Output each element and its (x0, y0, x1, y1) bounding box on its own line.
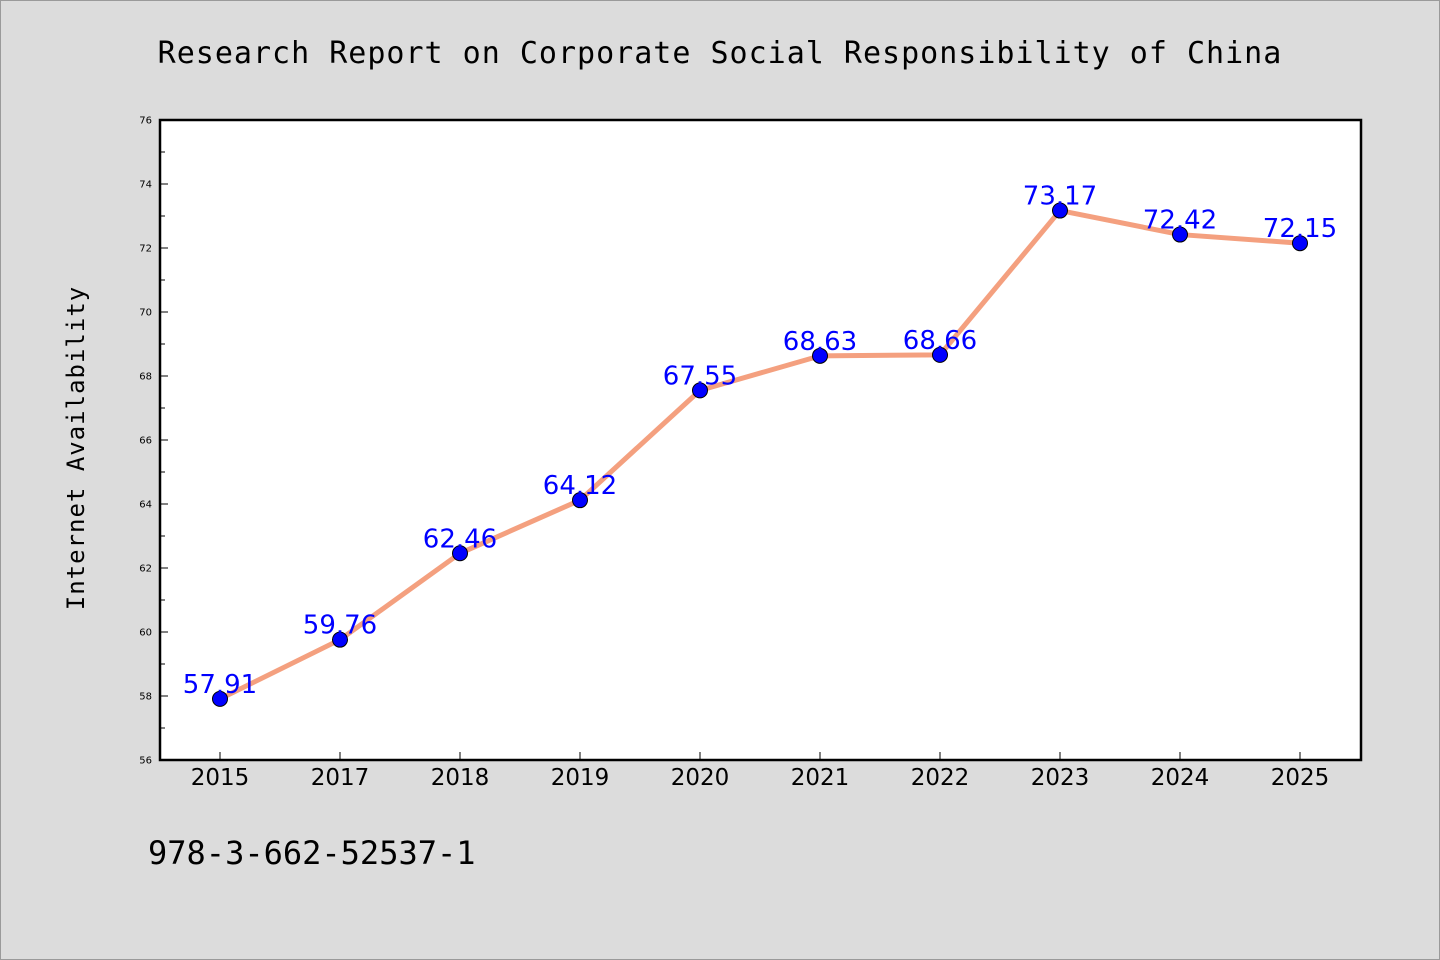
y-axis: 56 58 60 62 64 66 68 70 72 74 76 (139, 116, 168, 767)
y-tick-label: 58 (139, 692, 152, 703)
data-label: 67.55 (663, 361, 737, 391)
y-tick-label: 56 (139, 756, 152, 767)
data-label: 68.66 (903, 326, 977, 356)
data-point (1172, 226, 1188, 243)
x-tick-label: 2024 (1151, 765, 1210, 791)
y-tick-label: 66 (139, 436, 152, 447)
y-tick-label: 76 (139, 116, 152, 127)
x-tick-label: 2015 (191, 765, 250, 791)
x-axis: 2015 2017 2018 2019 2020 2021 2022 2023 2024 2025 (191, 752, 1330, 791)
data-point (1292, 235, 1308, 252)
footnote-isbn: 978-3-662-52537-1 (148, 834, 476, 872)
y-axis-label: Internet Availability (62, 286, 90, 610)
y-tick-label: 64 (139, 500, 152, 511)
x-tick-label: 2022 (911, 765, 970, 791)
x-tick-label: 2020 (671, 765, 730, 791)
data-point (1052, 202, 1068, 219)
data-label: 73.17 (1023, 182, 1097, 212)
data-point (452, 545, 468, 562)
data-point (332, 631, 348, 648)
data-point (692, 382, 708, 399)
y-tick-label: 72 (139, 244, 152, 255)
data-point (572, 492, 588, 509)
x-tick-label: 2025 (1271, 765, 1330, 791)
data-label: 68.63 (783, 327, 857, 357)
x-tick-label: 2019 (551, 765, 610, 791)
data-label: 59.76 (303, 611, 377, 641)
series-line (217, 208, 1303, 702)
data-label: 64.12 (543, 471, 617, 501)
x-tick-label: 2017 (311, 765, 370, 791)
y-tick-label: 70 (139, 308, 152, 319)
data-label: 72.15 (1263, 214, 1337, 244)
y-tick-label: 62 (139, 564, 152, 575)
x-tick-label: 2023 (1031, 765, 1090, 791)
data-label: 62.46 (423, 524, 497, 554)
y-tick-label: 68 (139, 372, 152, 383)
x-tick-label: 2018 (431, 765, 490, 791)
y-tick-label: 74 (139, 180, 152, 191)
data-labels-layer: 57.91 59.76 62.46 64.12 67.55 68.63 68.66 73.17… (183, 182, 1337, 700)
data-point (812, 347, 828, 364)
series-layer (212, 202, 1308, 707)
data-point (932, 346, 948, 363)
x-tick-label: 2021 (791, 765, 850, 791)
data-label: 57.91 (183, 670, 257, 700)
y-tick-label: 60 (139, 628, 152, 639)
data-label: 72.42 (1143, 206, 1217, 236)
data-point (212, 690, 228, 707)
chart-title: Research Report on Corporate Social Resp… (158, 36, 1283, 71)
plot-area (158, 118, 1363, 762)
